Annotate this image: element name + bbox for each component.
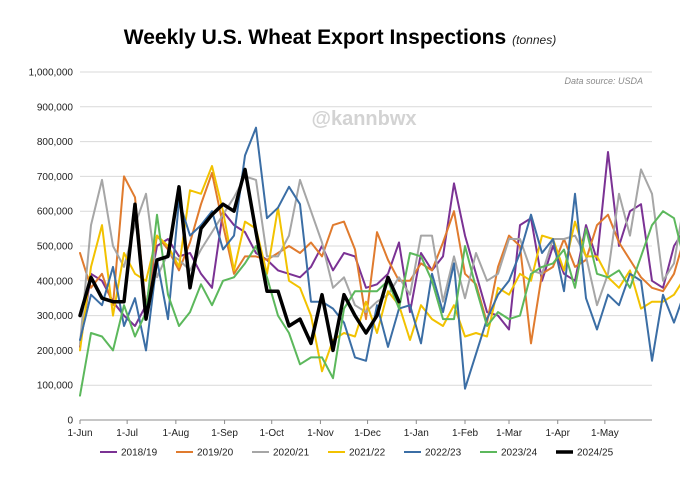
legend-label: 2019/20 xyxy=(197,448,234,459)
x-tick-label: 1-Feb xyxy=(452,428,479,439)
x-tick-label: 1-Aug xyxy=(163,428,190,439)
series-line-2024-25 xyxy=(78,167,401,353)
series-line-2023-24 xyxy=(79,210,680,397)
x-tick-label: 1-Sep xyxy=(211,428,238,439)
x-tick-label: 1-Jul xyxy=(116,428,138,439)
y-tick-label: 500,000 xyxy=(37,242,74,253)
legend-label: 2018/19 xyxy=(121,448,158,459)
series-line-2022-23 xyxy=(79,126,680,390)
y-tick-label: 300,000 xyxy=(37,311,74,322)
y-tick-label: 900,000 xyxy=(37,102,74,113)
x-tick-label: 1-Nov xyxy=(307,428,334,439)
legend: 2018/19 2019/20 2020/21 2021/22 2022/23 2023/… xyxy=(100,448,614,459)
legend-label: 2023/24 xyxy=(501,448,538,459)
y-tick-label: 600,000 xyxy=(37,207,74,218)
legend-label: 2020/21 xyxy=(273,448,310,459)
series-lines xyxy=(78,126,680,397)
series-line-2019-20 xyxy=(79,171,680,345)
x-tick-label: 1-Apr xyxy=(545,428,570,439)
y-tick-label: 400,000 xyxy=(37,276,74,287)
y-tick-label: 0 xyxy=(67,416,73,427)
x-tick-label: 1-Jan xyxy=(404,428,429,439)
y-tick-label: 700,000 xyxy=(37,172,74,183)
x-tick-label: 1-Mar xyxy=(496,428,523,439)
watermark-text: @kannbwx xyxy=(311,108,416,130)
watermark-area: @kannbwx xyxy=(311,108,416,130)
y-tick-label: 1,000,000 xyxy=(29,68,74,79)
x-tick-label: 1-Oct xyxy=(259,428,284,439)
x-tick-label: 1-Dec xyxy=(354,428,381,439)
axes: 0 100,000 200,000 300,000 400,000 500,000 600,… xyxy=(29,68,652,439)
legend-label: 2024/25 xyxy=(577,448,614,459)
chart-title-row: Weekly U.S. Wheat Export Inspections (ton… xyxy=(0,26,680,50)
legend-label: 2021/22 xyxy=(349,448,386,459)
series-line-2021-22 xyxy=(79,165,680,373)
legend-label: 2022/23 xyxy=(425,448,462,459)
y-tick-label: 800,000 xyxy=(37,137,74,148)
chart-subtitle: (tonnes) xyxy=(512,33,557,47)
chart-title: Weekly U.S. Wheat Export Inspections xyxy=(123,26,507,49)
data-source-note: Data source: USDA xyxy=(564,76,643,86)
x-tick-label: 1-May xyxy=(591,428,619,439)
y-tick-label: 100,000 xyxy=(37,381,74,392)
y-tick-label: 200,000 xyxy=(37,346,74,357)
x-tick-label: 1-Jun xyxy=(67,428,92,439)
